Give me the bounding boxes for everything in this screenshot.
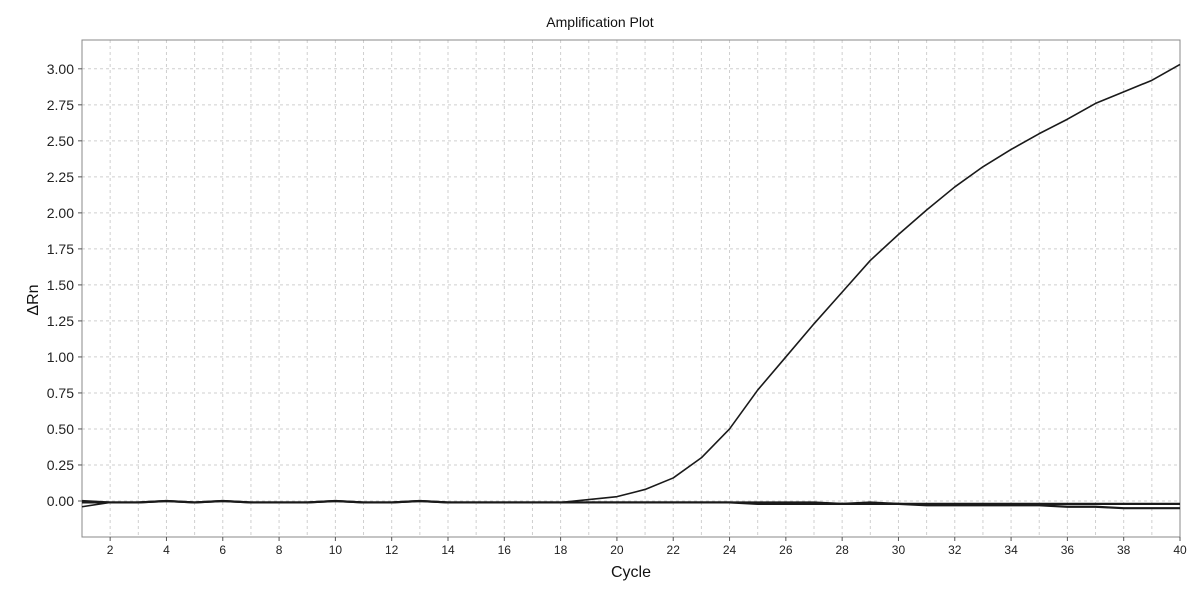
series-line-3: [82, 501, 1180, 508]
x-tick-label: 30: [892, 543, 906, 557]
y-tick-label: 1.50: [47, 277, 74, 293]
x-tick-label: 6: [219, 543, 226, 557]
x-tick-label: 10: [329, 543, 343, 557]
x-tick-label: 20: [610, 543, 624, 557]
y-tick-label: 1.25: [47, 313, 74, 329]
y-tick-label: 3.00: [47, 61, 74, 77]
y-tick-label: 0.50: [47, 421, 74, 437]
x-tick-label: 16: [498, 543, 512, 557]
y-tick-label: 0.75: [47, 385, 74, 401]
x-tick-label: 14: [441, 543, 455, 557]
y-tick-label: 1.75: [47, 241, 74, 257]
x-tick-label: 40: [1173, 543, 1187, 557]
x-tick-label: 12: [385, 543, 399, 557]
x-tick-label: 24: [723, 543, 737, 557]
x-tick-label: 26: [779, 543, 793, 557]
x-tick-label: 28: [835, 543, 849, 557]
plot-area-frame: [82, 40, 1180, 537]
x-tick-label: 22: [667, 543, 681, 557]
x-tick-label: 2: [107, 543, 114, 557]
series-lines: [82, 64, 1180, 508]
x-tick-label: 8: [276, 543, 283, 557]
y-tick-label: 2.50: [47, 133, 74, 149]
x-tick-label: 34: [1004, 543, 1018, 557]
y-tick-label: 0.00: [47, 493, 74, 509]
x-axis-ticks: 246810121416182022242628303234363840: [107, 537, 1187, 557]
x-tick-label: 36: [1061, 543, 1075, 557]
x-tick-label: 32: [948, 543, 962, 557]
grid-lines: [82, 40, 1180, 537]
x-tick-label: 4: [163, 543, 170, 557]
y-tick-label: 1.00: [47, 349, 74, 365]
series-line-1: [82, 64, 1180, 506]
y-axis-ticks: 0.00 0.25 0.50 0.75 1.00 1.25 1.50 1.75 2.00 2.25…: [47, 61, 82, 509]
y-tick-label: 0.25: [47, 457, 74, 473]
x-tick-label: 38: [1117, 543, 1131, 557]
y-tick-label: 2.75: [47, 97, 74, 113]
x-tick-label: 18: [554, 543, 568, 557]
y-tick-label: 2.00: [47, 205, 74, 221]
y-tick-label: 2.25: [47, 169, 74, 185]
